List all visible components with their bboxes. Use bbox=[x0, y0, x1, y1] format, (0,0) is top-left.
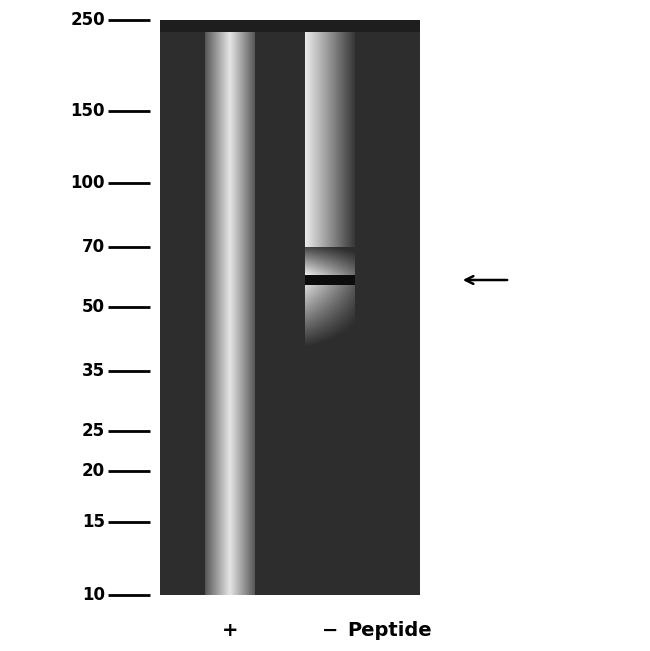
Text: Peptide: Peptide bbox=[348, 620, 432, 639]
Text: 35: 35 bbox=[82, 362, 105, 380]
Text: 25: 25 bbox=[82, 422, 105, 440]
Text: 250: 250 bbox=[70, 11, 105, 29]
Text: +: + bbox=[222, 620, 239, 639]
Text: 20: 20 bbox=[82, 462, 105, 480]
Text: 15: 15 bbox=[82, 513, 105, 531]
Text: 100: 100 bbox=[70, 174, 105, 192]
Text: 150: 150 bbox=[70, 102, 105, 120]
Text: 70: 70 bbox=[82, 238, 105, 256]
Text: −: − bbox=[322, 620, 338, 639]
Text: 50: 50 bbox=[82, 298, 105, 316]
Text: 10: 10 bbox=[82, 586, 105, 604]
